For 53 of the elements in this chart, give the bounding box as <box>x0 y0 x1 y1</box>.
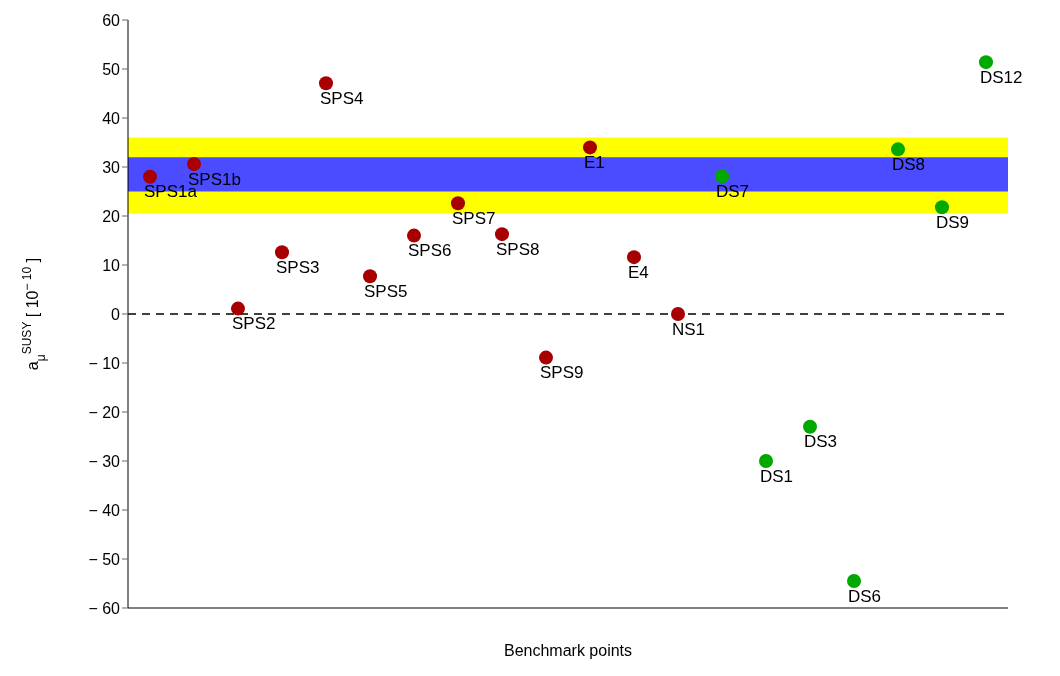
x-axis-title: Benchmark points <box>503 642 633 659</box>
data-label: SPS8 <box>496 239 540 259</box>
point <box>495 227 509 242</box>
point <box>231 301 245 316</box>
point <box>187 157 201 172</box>
data-label: DS7 <box>716 181 750 201</box>
point <box>671 307 685 321</box>
data-label: DS8 <box>892 154 926 174</box>
data-label: SPS4 <box>320 88 364 108</box>
y-tick-label: 0 <box>111 305 121 323</box>
y-tick-label: − 30 <box>88 452 121 470</box>
data-label: SPS5 <box>364 281 408 301</box>
data-label: DS6 <box>848 586 882 606</box>
y-tick-label: 40 <box>102 109 121 127</box>
data-label: SPS2 <box>232 314 276 334</box>
point <box>363 269 377 284</box>
point <box>847 574 861 589</box>
point <box>627 250 641 265</box>
point <box>275 245 289 260</box>
data-label: NS1 <box>672 319 706 339</box>
point <box>583 140 597 155</box>
y-tick-label: 30 <box>102 158 121 176</box>
point <box>451 196 465 211</box>
point <box>715 169 729 184</box>
data-label: SPS6 <box>408 241 452 261</box>
data-label: DS3 <box>804 432 838 452</box>
y-tick-label: − 40 <box>88 501 121 519</box>
point <box>143 169 157 184</box>
y-tick-label: − 50 <box>88 550 121 568</box>
data-label: SPS9 <box>540 363 584 383</box>
y-tick-label: 60 <box>102 11 121 29</box>
point <box>319 76 333 91</box>
data-label: SPS1b <box>188 169 241 189</box>
point <box>891 142 905 157</box>
data-label: SPS3 <box>276 257 320 277</box>
point <box>803 419 817 434</box>
data-label: E1 <box>584 152 605 172</box>
y-tick-label: 50 <box>102 60 121 78</box>
y-tick-label: − 20 <box>88 403 121 421</box>
data-label: E4 <box>628 262 649 282</box>
y-tick-label: − 10 <box>88 354 121 372</box>
point <box>539 350 553 365</box>
point <box>979 55 993 70</box>
point <box>759 454 773 468</box>
data-label: DS1 <box>760 466 794 486</box>
point <box>935 200 949 215</box>
y-tick-label: − 60 <box>88 599 121 617</box>
y-tick-label: 10 <box>102 256 121 274</box>
point <box>407 228 421 243</box>
data-label: DS12 <box>980 67 1023 87</box>
data-label: DS9 <box>936 212 970 232</box>
data-label: SPS7 <box>452 208 496 228</box>
y-tick-label: 20 <box>102 207 121 225</box>
